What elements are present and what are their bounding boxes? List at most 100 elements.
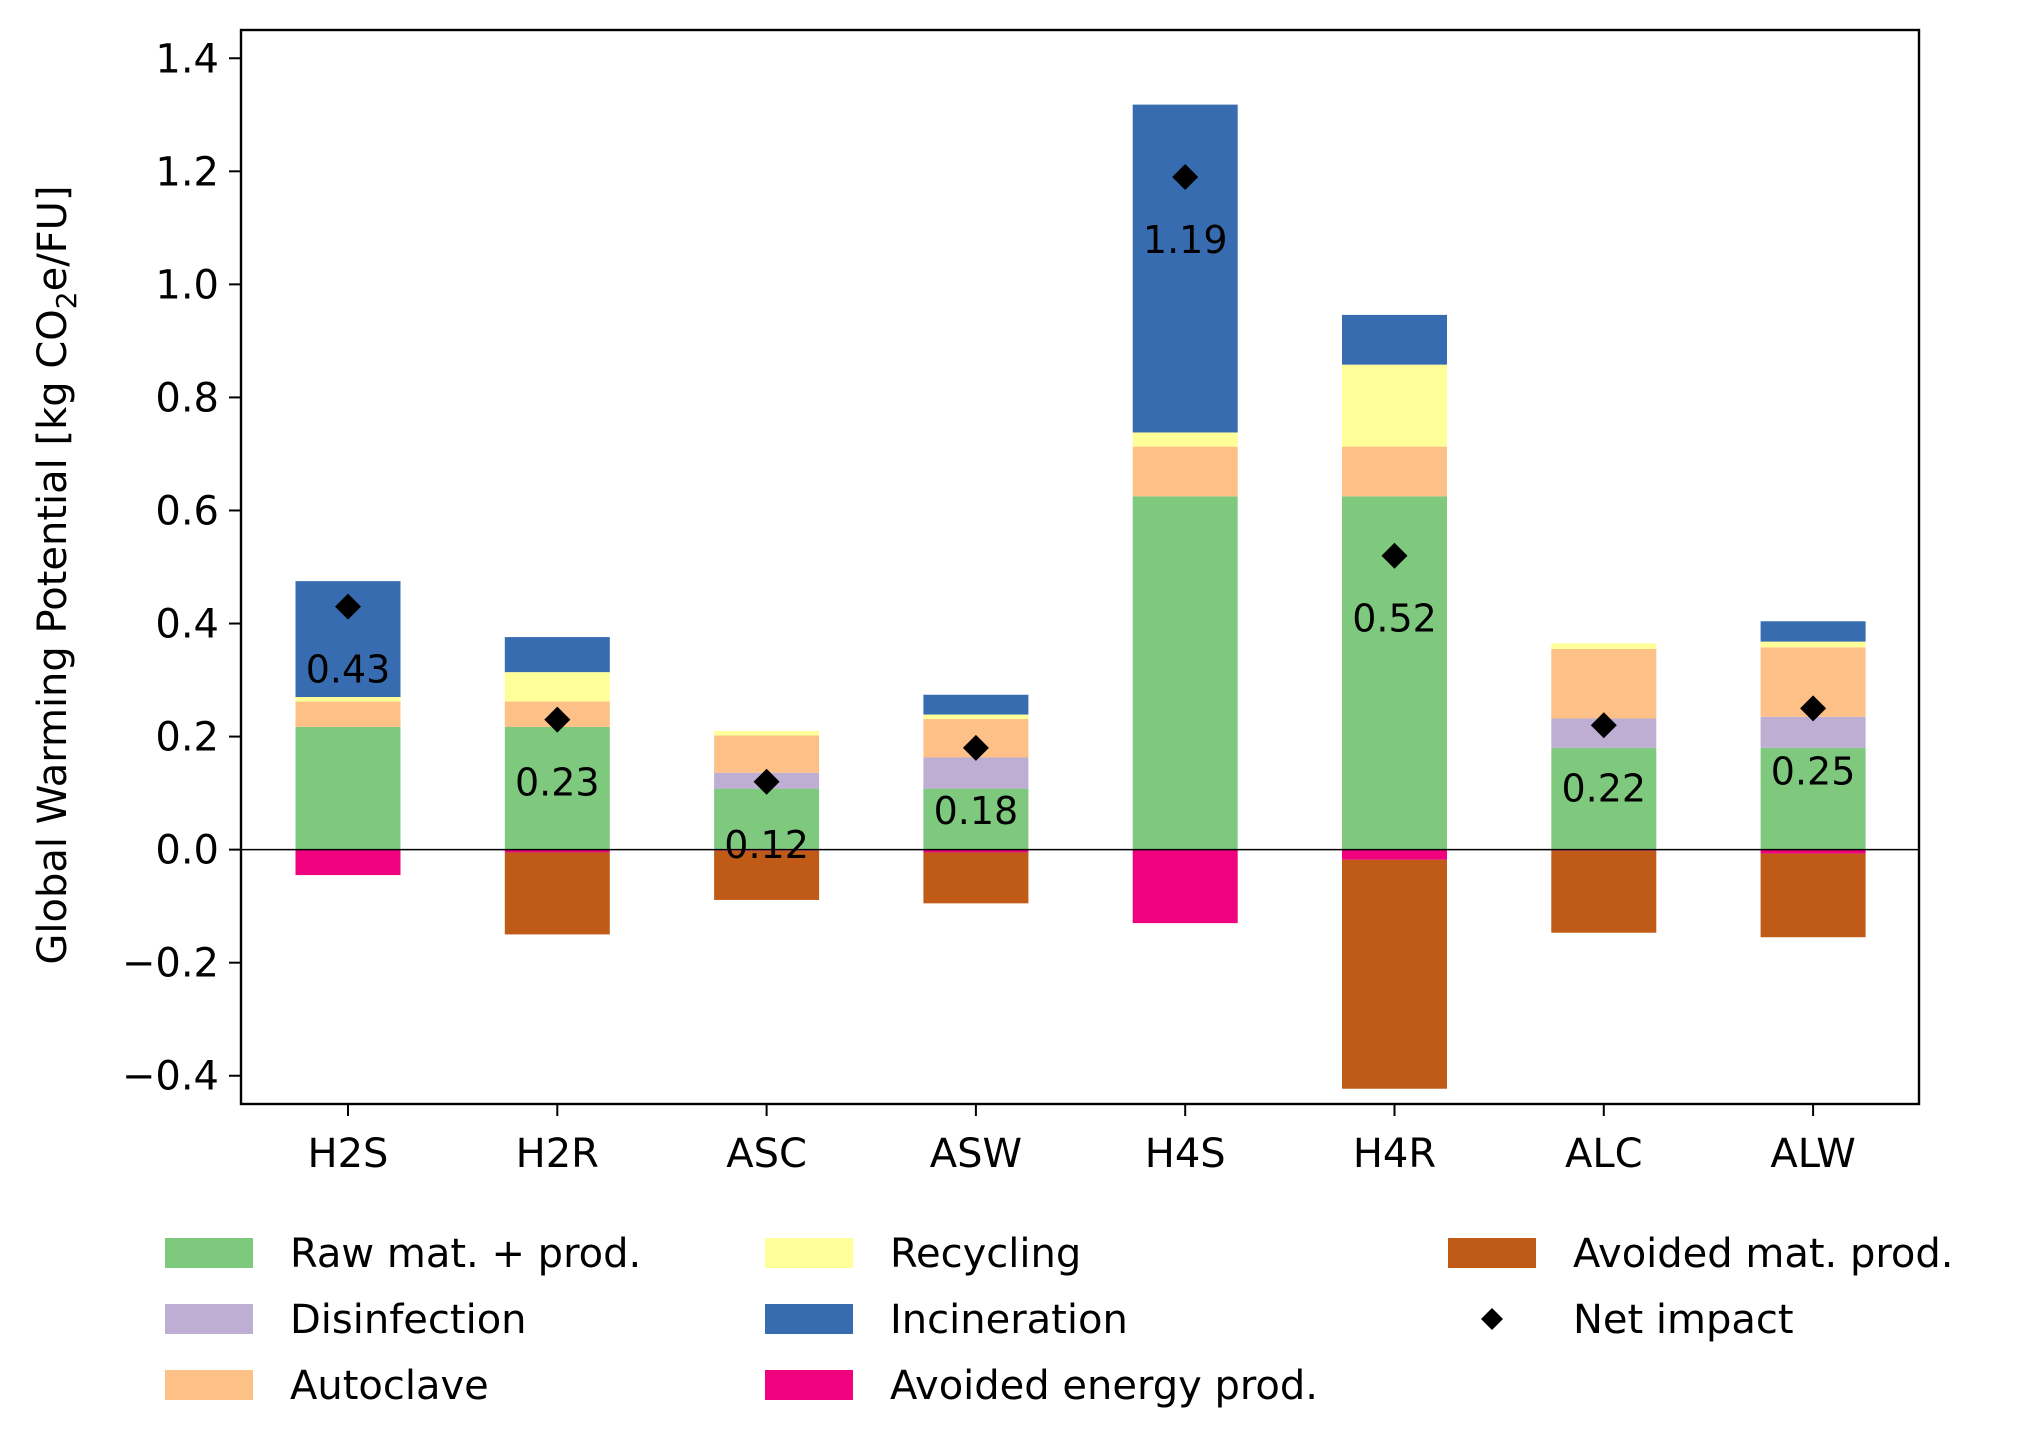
net-impact-marker-alw xyxy=(1800,695,1827,722)
bar-segment-h4s-incineration xyxy=(1132,104,1238,433)
bar-segment-h2r-recycling xyxy=(504,672,610,702)
net-impact-label-h2s: 0.43 xyxy=(306,648,391,692)
net-impact-label-alw: 0.25 xyxy=(1771,749,1856,793)
legend-label-avoided-mat-prod: Avoided mat. prod. xyxy=(1573,1231,1954,1277)
net-impact-marker-h4r xyxy=(1381,542,1408,569)
bar-segment-h4r-avoided-energy-prod xyxy=(1342,849,1447,860)
net-impact-label-h4r: 0.52 xyxy=(1352,597,1437,641)
bar-segment-alc-autoclave xyxy=(1551,648,1657,719)
legend-label-recycling: Recycling xyxy=(890,1231,1081,1277)
net-impact-label-asw: 0.18 xyxy=(934,789,1019,833)
y-tick-label: 0.2 xyxy=(155,715,219,761)
x-tick-label-asc: ASC xyxy=(726,1131,807,1177)
bar-segment-h2s-recycling xyxy=(295,697,401,702)
x-tick-label-h2s: H2S xyxy=(308,1131,389,1177)
x-tick-label-h4s: H4S xyxy=(1145,1131,1226,1177)
bar-segment-asc-avoided-mat-prod xyxy=(714,850,820,900)
net-impact-label-h2r: 0.23 xyxy=(515,761,600,805)
bar-segment-alw-raw-mat-prod xyxy=(1760,747,1866,850)
plot-frame xyxy=(239,28,1921,1106)
legend-marker-net-impact xyxy=(1481,1308,1503,1330)
x-axis-ticks: H2S H2R ASC ASW H4S H4R ALC ALW xyxy=(308,1104,1856,1177)
x-tick-label-h4r: H4R xyxy=(1353,1131,1436,1177)
legend-label-avoided-energy-prod: Avoided energy prod. xyxy=(890,1363,1318,1409)
legend: Raw mat. + prod. Disinfection Autoclave Rec… xyxy=(165,1231,1954,1409)
bar-segment-alw-incineration xyxy=(1760,621,1866,642)
bar-segment-h4r-recycling xyxy=(1342,364,1447,447)
y-tick-label: 0.4 xyxy=(155,602,219,648)
bar-segment-h4s-raw-mat-prod xyxy=(1132,496,1238,850)
bar-segment-asw-incineration xyxy=(923,694,1029,715)
legend-label-raw-mat-prod: Raw mat. + prod. xyxy=(290,1231,641,1277)
bar-segment-asw-raw-mat-prod xyxy=(923,788,1029,850)
legend-label-incineration: Incineration xyxy=(890,1297,1128,1343)
net-impact-marker-h2r xyxy=(544,706,571,733)
bar-segment-alc-raw-mat-prod xyxy=(1551,747,1657,850)
bar-segment-alc-avoided-mat-prod xyxy=(1551,850,1657,933)
bar-segment-h4s-recycling xyxy=(1132,432,1238,447)
legend-swatch-incineration xyxy=(765,1304,853,1334)
bar-segment-alw-avoided-energy-prod xyxy=(1760,849,1866,854)
bar-segment-h2s-avoided-energy-prod xyxy=(295,849,401,876)
legend-swatch-disinfection xyxy=(165,1304,253,1334)
net-impact-markers xyxy=(335,163,1827,795)
bar-segment-h4s-avoided-energy-prod xyxy=(1132,849,1238,924)
bar-segment-h2r-raw-mat-prod xyxy=(504,726,610,850)
legend-label-disinfection: Disinfection xyxy=(290,1297,527,1343)
legend-swatch-avoided-mat-prod xyxy=(1448,1238,1536,1268)
y-axis-label-main: Global Warming Potential [kg CO xyxy=(30,309,76,964)
net-impact-label-asc: 0.12 xyxy=(724,823,809,867)
legend-swatch-avoided-energy-prod xyxy=(765,1370,853,1400)
bar-segment-h2r-avoided-energy-prod xyxy=(504,849,610,853)
bar-segment-h2r-avoided-mat-prod xyxy=(504,852,610,935)
net-impact-marker-asw xyxy=(962,734,989,761)
bars-layer xyxy=(295,104,1866,1089)
y-axis-label-subscript: 2 xyxy=(50,291,83,309)
legend-label-net-impact: Net impact xyxy=(1573,1297,1794,1343)
x-tick-label-alc: ALC xyxy=(1565,1131,1643,1177)
x-tick-label-alw: ALW xyxy=(1770,1131,1856,1177)
y-axis-label: Global Warming Potential [kg CO2e/FU] xyxy=(30,185,83,964)
net-impact-marker-h4s xyxy=(1172,163,1199,190)
net-impact-label-alc: 0.22 xyxy=(1561,766,1646,810)
x-tick-label-h2r: H2R xyxy=(516,1131,599,1177)
legend-swatch-raw-mat-prod xyxy=(165,1238,253,1268)
bar-segment-alw-recycling xyxy=(1760,641,1866,648)
net-impact-marker-asc xyxy=(753,768,780,795)
y-tick-label: 1.0 xyxy=(155,262,219,308)
bar-segment-h4r-autoclave xyxy=(1342,446,1447,497)
net-impact-label-h4s: 1.19 xyxy=(1143,218,1228,262)
bar-segment-alc-recycling xyxy=(1551,643,1657,649)
bar-segment-asw-disinfection xyxy=(923,757,1029,789)
y-tick-label: 0.0 xyxy=(155,828,219,874)
bar-segment-h2s-autoclave xyxy=(295,701,401,727)
y-axis-label-end: e/FU] xyxy=(30,185,76,291)
net-impact-value-labels: 0.43 0.23 0.12 0.18 1.19 0.52 0.22 0.25 xyxy=(306,218,1856,867)
bar-segment-asw-avoided-energy-prod xyxy=(923,849,1029,853)
y-tick-label: 1.2 xyxy=(155,149,219,195)
bar-segment-h4r-avoided-mat-prod xyxy=(1342,859,1447,1089)
x-tick-label-asw: ASW xyxy=(930,1131,1022,1177)
bar-segment-h2r-incineration xyxy=(504,637,610,673)
bar-segment-h4s-autoclave xyxy=(1132,446,1238,497)
bar-segment-asc-raw-mat-prod xyxy=(714,788,820,850)
y-tick-label: 1.4 xyxy=(155,36,219,82)
y-tick-label: −0.4 xyxy=(122,1054,219,1100)
net-impact-marker-alc xyxy=(1590,712,1617,739)
bar-segment-alw-avoided-mat-prod xyxy=(1760,853,1866,938)
legend-label-autoclave: Autoclave xyxy=(290,1363,489,1409)
legend-swatch-recycling xyxy=(765,1238,853,1268)
net-impact-marker-h2s xyxy=(335,593,361,620)
y-tick-label: −0.2 xyxy=(122,941,219,987)
bar-segment-asc-autoclave xyxy=(714,735,820,773)
bar-segment-asc-recycling xyxy=(714,730,820,736)
bar-segment-asw-recycling xyxy=(923,714,1029,720)
bar-segment-h2s-raw-mat-prod xyxy=(295,726,401,850)
y-tick-label: 0.6 xyxy=(155,488,219,534)
y-axis-ticks: −0.4 −0.2 0.0 0.2 0.4 0.6 0.8 1.0 1.2 1.4 xyxy=(122,36,241,1100)
y-tick-label: 0.8 xyxy=(155,375,219,421)
bar-segment-asw-avoided-mat-prod xyxy=(923,852,1029,904)
legend-swatch-autoclave xyxy=(165,1370,253,1400)
